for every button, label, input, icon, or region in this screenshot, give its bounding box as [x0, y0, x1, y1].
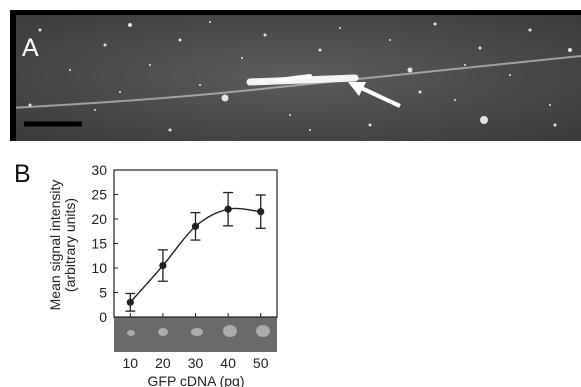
y-tick-label: 20: [91, 211, 107, 227]
data-point: [257, 208, 265, 216]
fluorescent-signal: [246, 74, 359, 86]
x-tick-label: 40: [220, 355, 236, 371]
y-tick-label: 0: [99, 309, 107, 325]
x-tick-label: 30: [188, 355, 204, 371]
micrograph-panel-a: [10, 10, 581, 141]
y-tick-label: 30: [91, 162, 107, 178]
y-tick-label: 25: [91, 187, 107, 203]
plot-frame: [113, 169, 278, 318]
data-point: [224, 205, 232, 213]
x-tick-label: 10: [123, 355, 139, 371]
data-series: [125, 191, 266, 312]
y-tick-label: 5: [99, 285, 107, 301]
y-axis-ticks: 0 5 10 15 20 25 30: [91, 162, 118, 325]
arrow-icon: [348, 82, 401, 108]
x-tick-label: 50: [253, 355, 269, 371]
data-point: [191, 222, 200, 230]
image-strip-blobs: [127, 325, 270, 337]
panel-label-b: B: [14, 160, 31, 188]
x-axis-ticks: 10 20 30 40 50: [123, 313, 269, 371]
data-point: [159, 261, 167, 270]
y-tick-label: 10: [91, 260, 107, 276]
background-speckles: [28, 21, 572, 132]
fiber-strand: [10, 55, 581, 109]
x-axis-title: GFP cDNA (pg): [148, 373, 245, 387]
y-axis-title: Mean signal intensity (arbitrary units): [47, 180, 78, 311]
x-tick-label: 20: [155, 355, 171, 371]
panel-label-a: A: [22, 34, 39, 62]
signal-intensity-chart: Mean signal intensity (arbitrary units) …: [47, 162, 278, 387]
micrograph-frame: [10, 10, 581, 141]
y-axis-title-line-1: Mean signal intensity: [47, 180, 63, 311]
y-axis-title-line-2: (arbitrary units): [62, 198, 78, 292]
data-point: [126, 298, 134, 306]
micrograph-image: [10, 10, 581, 141]
y-tick-label: 15: [91, 236, 107, 252]
